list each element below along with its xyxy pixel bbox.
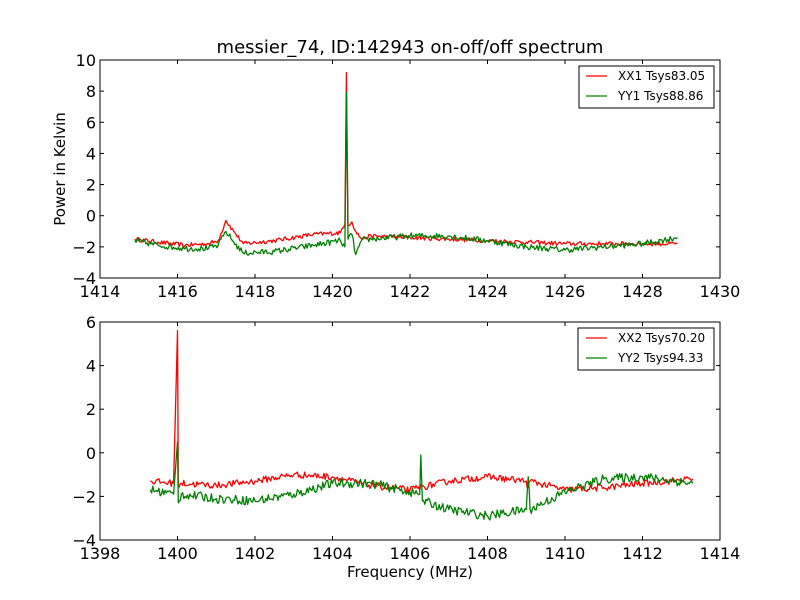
bottom-x-tick-label: 1404 <box>312 544 353 563</box>
top-legend-label-xx1: XX1 Tsys83.05 <box>618 69 705 83</box>
bottom-legend: XX2 Tsys70.20 YY2 Tsys94.33 <box>577 327 715 371</box>
bottom-x-tick-label: 1402 <box>235 544 276 563</box>
top-x-tick-label: 1428 <box>622 282 663 301</box>
top-x-tick-label: 1418 <box>235 282 276 301</box>
bottom-y-tick-label: 2 <box>86 400 96 419</box>
bottom-x-tick-label: 1414 <box>700 544 741 563</box>
top-legend: XX1 Tsys83.05 YY1 Tsys88.86 <box>578 65 715 109</box>
bottom-y-tick-label: 4 <box>86 357 96 376</box>
top-x-tick-label: 1426 <box>545 282 586 301</box>
top-x-tick-label: 1416 <box>157 282 198 301</box>
top-legend-box <box>578 65 715 109</box>
bottom-x-axis-label: Frequency (MHz) <box>347 563 473 581</box>
top-y-axis-label: Power in Kelvin <box>51 112 69 226</box>
bottom-x-tick-label: 1408 <box>467 544 508 563</box>
bottom-y-tick-label: −2 <box>72 487 96 506</box>
bottom-y-tick-label: 6 <box>86 313 96 332</box>
top-ticks: 1414 1416 1418 1420 1422 1424 1426 1428 1430 −4 −2… <box>72 51 740 301</box>
top-y-tick-label: 4 <box>86 144 96 163</box>
top-y-tick-label: 2 <box>86 176 96 195</box>
top-y-tick-label: −4 <box>72 269 96 288</box>
bottom-y-tick-label: 0 <box>86 444 96 463</box>
bottom-series-layer <box>149 330 694 521</box>
top-x-tick-label: 1422 <box>390 282 431 301</box>
bottom-series-yy2 <box>149 441 694 521</box>
top-x-tick-label: 1430 <box>700 282 741 301</box>
top-y-tick-label: 6 <box>86 113 96 132</box>
top-series-yy1 <box>134 92 678 256</box>
top-axes: 1414 1416 1418 1420 1422 1424 1426 1428 1430 −4 −2… <box>51 51 740 301</box>
top-legend-label-yy1: YY1 Tsys88.86 <box>617 89 703 103</box>
top-x-tick-label: 1424 <box>467 282 508 301</box>
bottom-legend-label-xx2: XX2 Tsys70.20 <box>618 331 705 345</box>
bottom-x-tick-label: 1410 <box>545 544 586 563</box>
top-y-tick-label: 10 <box>76 51 96 70</box>
bottom-series-xx2 <box>150 330 694 494</box>
top-y-tick-label: 8 <box>86 82 96 101</box>
bottom-legend-label-yy2: YY2 Tsys94.33 <box>617 351 703 365</box>
bottom-x-tick-label: 1412 <box>622 544 663 563</box>
top-y-tick-label: −2 <box>72 238 96 257</box>
bottom-x-tick-label: 1400 <box>157 544 198 563</box>
top-series-layer <box>134 71 678 256</box>
bottom-y-tick-label: −4 <box>72 531 96 550</box>
bottom-axes: 1398 1400 1402 1404 1406 1408 1410 1412 1414 −4 −2… <box>72 313 740 581</box>
top-y-tick-label: 0 <box>86 207 96 226</box>
bottom-legend-box <box>577 327 715 371</box>
bottom-x-tick-label: 1398 <box>80 544 121 563</box>
top-x-tick-label: 1420 <box>312 282 353 301</box>
bottom-ticks: 1398 1400 1402 1404 1406 1408 1410 1412 1414 −4 −2… <box>72 313 740 563</box>
chart-title: messier_74, ID:142943 on-off/off spectru… <box>217 37 604 58</box>
top-x-tick-label: 1414 <box>80 282 121 301</box>
bottom-x-tick-label: 1406 <box>390 544 431 563</box>
